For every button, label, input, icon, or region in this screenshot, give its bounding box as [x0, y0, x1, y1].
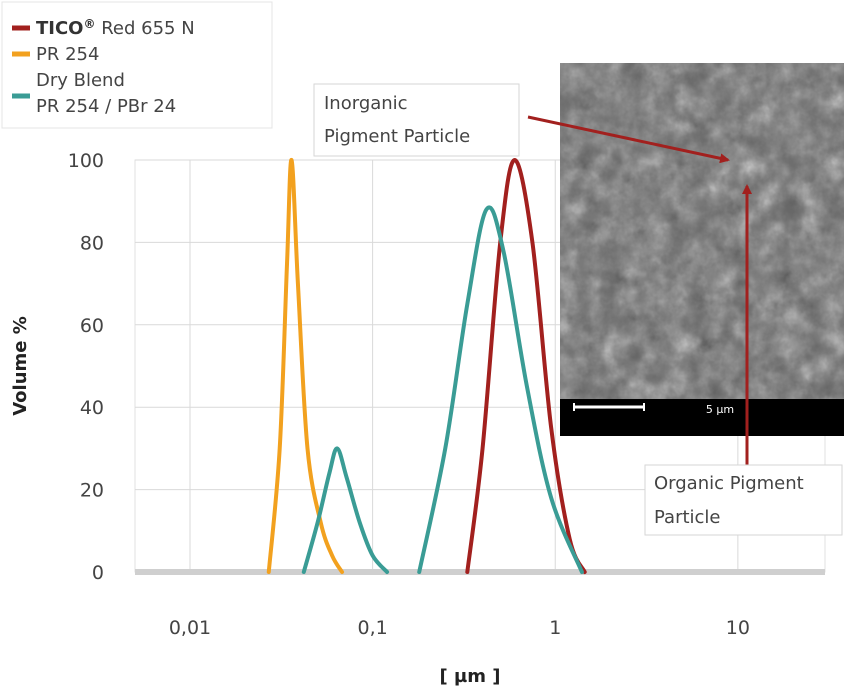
sem-info-bar — [560, 399, 844, 436]
x-tick-label: 10 — [726, 617, 750, 639]
y-tick-label: 0 — [92, 562, 104, 584]
series-line-pr254-1 — [266, 157, 345, 574]
sem-micrograph-inset: 5 µm — [560, 63, 844, 436]
series-lines — [266, 157, 587, 574]
series-line-dry-blend-1 — [301, 446, 390, 574]
x-axis-ticks: 0,01 0,1 1 10 — [169, 617, 750, 639]
legend-label-dry-blend-line2: PR 254 / PBr 24 — [36, 96, 176, 117]
series-line-tico-red-1 — [465, 158, 587, 574]
series-line-dry-blend-2 — [417, 205, 584, 574]
y-tick-label: 20 — [80, 480, 104, 502]
sem-scale-text: 5 µm — [706, 403, 734, 416]
legend-label-dry-blend: Dry Blend — [36, 70, 125, 91]
y-tick-label: 100 — [68, 150, 104, 172]
y-tick-label: 60 — [80, 315, 104, 337]
callout-inorganic: Inorganic Pigment Particle — [313, 83, 520, 157]
legend-label-tico-red: TICO® Red 655 N — [36, 17, 195, 39]
x-tick-label: 1 — [549, 617, 561, 639]
y-tick-label: 40 — [80, 397, 104, 419]
y-axis-title: Volume % — [10, 316, 31, 416]
callout-inorganic-line-1: Inorganic — [324, 93, 408, 114]
y-tick-label: 80 — [80, 232, 104, 254]
x-axis-title: [ µm ] — [440, 666, 501, 687]
x-tick-label: 0,01 — [169, 617, 211, 639]
callout-organic-line-1: Organic Pigment — [654, 473, 804, 494]
callout-organic-line-2: Particle — [654, 507, 721, 528]
callout-inorganic-line-2: Pigment Particle — [324, 126, 470, 147]
x-tick-label: 0,1 — [357, 617, 387, 639]
legend-label-pr254: PR 254 — [36, 44, 99, 65]
callout-organic: Organic Pigment Particle — [644, 464, 843, 536]
y-axis-ticks: 0 20 40 60 80 100 — [68, 150, 104, 584]
inorganic-arrow — [527, 115, 730, 164]
legend: TICO® Red 655 N PR 254 Dry Blend PR 254 … — [1, 1, 273, 129]
